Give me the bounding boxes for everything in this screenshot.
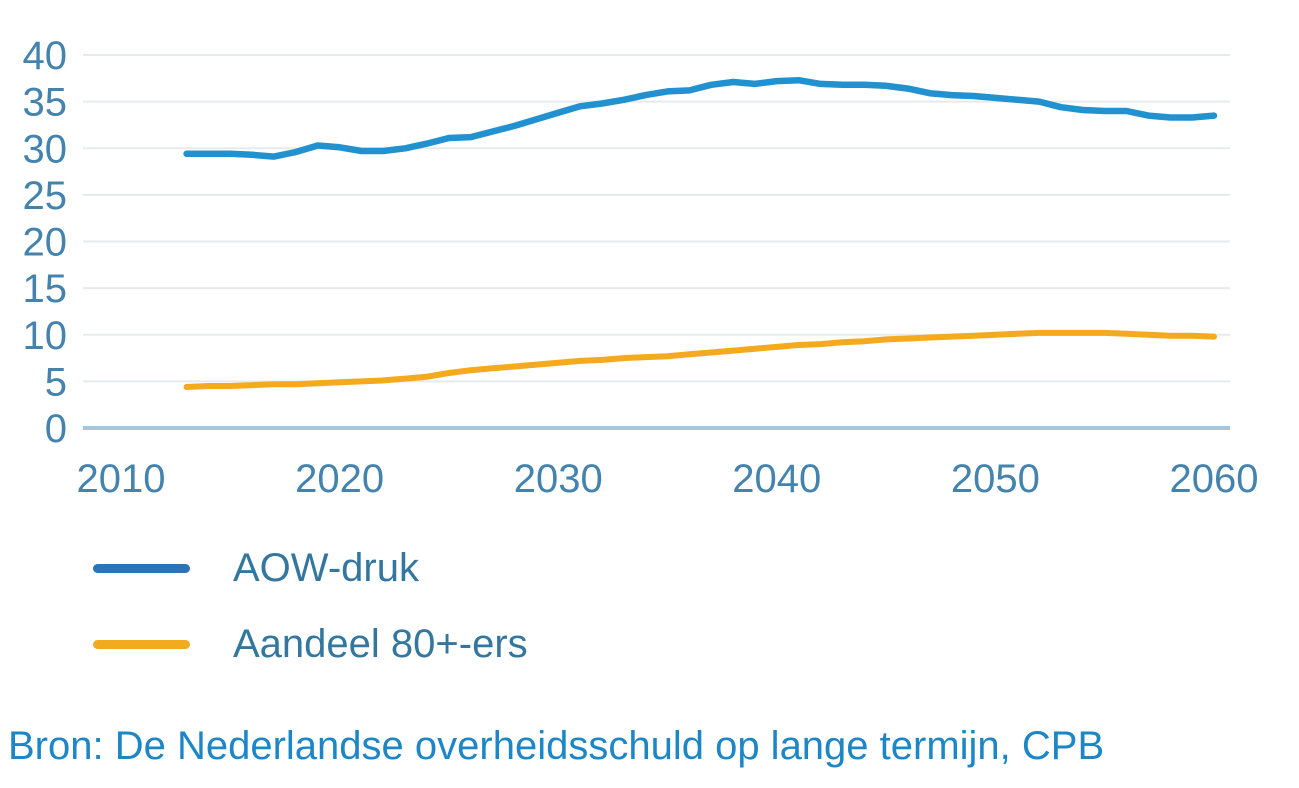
- series-line-0: [183, 76, 1218, 160]
- y-tick-label: 40: [23, 34, 68, 78]
- x-tick-label: 2030: [514, 457, 603, 501]
- legend-label-aandeel-80: Aandeel 80+-ers: [233, 621, 528, 666]
- y-tick-label: 5: [45, 360, 67, 404]
- legend: AOW-druk Aandeel 80+-ers: [93, 546, 528, 698]
- y-tick-label: 20: [23, 221, 68, 265]
- x-tick-label: 2020: [295, 457, 384, 501]
- x-tick-label: 2060: [1170, 457, 1259, 501]
- series-line-1: [183, 329, 1217, 390]
- y-tick-label: 10: [23, 314, 68, 358]
- x-tick-label: 2040: [732, 457, 821, 501]
- y-tick-label: 15: [23, 267, 68, 311]
- x-tick-label: 2010: [77, 457, 166, 501]
- legend-item-aandeel-80: Aandeel 80+-ers: [93, 622, 528, 666]
- source-caption: Bron: De Nederlandse overheidsschuld op …: [8, 724, 1105, 768]
- y-tick-label: 0: [45, 407, 67, 451]
- y-tick-label: 25: [23, 174, 68, 218]
- legend-item-aow-druk: AOW-druk: [93, 546, 528, 590]
- legend-swatch-aow-druk: [93, 563, 190, 573]
- y-tick-label: 35: [23, 81, 68, 125]
- y-tick-label: 30: [23, 127, 68, 171]
- legend-label-aow-druk: AOW-druk: [233, 545, 419, 590]
- x-tick-label: 2050: [951, 457, 1040, 501]
- legend-swatch-aandeel-80: [93, 639, 190, 649]
